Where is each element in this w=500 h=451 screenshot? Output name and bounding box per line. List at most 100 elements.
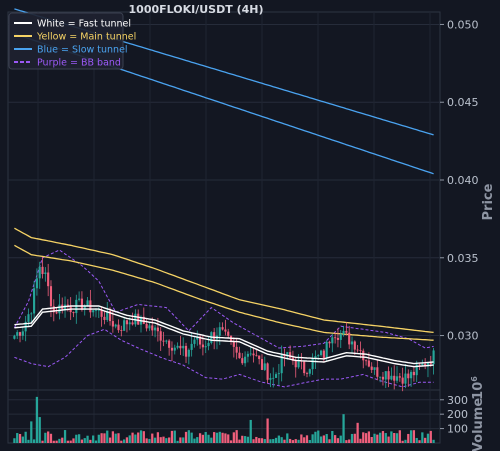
candle-body	[114, 324, 117, 327]
price-tick-label: 0.045	[447, 96, 479, 109]
candle	[154, 325, 157, 338]
candle-body	[384, 371, 387, 380]
candle-body	[92, 310, 95, 313]
volume-bar	[148, 438, 151, 443]
legend-box	[8, 12, 124, 70]
candle-body	[111, 321, 114, 327]
candle-body	[266, 363, 269, 380]
candle-body	[418, 364, 421, 366]
volume-bar	[117, 433, 120, 443]
candle-body	[168, 340, 171, 348]
candle-body	[294, 360, 297, 368]
candle	[339, 329, 342, 348]
candle	[376, 359, 379, 381]
candle-body	[404, 373, 407, 384]
candle	[86, 296, 89, 307]
candle-body	[227, 331, 230, 336]
volume-bar	[317, 430, 320, 443]
candle	[303, 361, 306, 376]
candle-body	[356, 349, 359, 351]
price-tick-label: 0.035	[447, 252, 479, 265]
candle	[221, 322, 224, 331]
candle	[38, 261, 41, 289]
candle-body	[201, 344, 204, 348]
volume-bar	[297, 439, 300, 443]
candle-body	[373, 367, 376, 370]
main-tunnel-lower	[14, 244, 434, 341]
candle	[373, 367, 376, 375]
volume-bar	[49, 433, 53, 443]
price-panel	[7, 11, 441, 391]
volume-tick-label: 100	[447, 423, 468, 436]
candle	[72, 311, 75, 318]
candle-body	[224, 329, 227, 332]
candle-body	[314, 356, 317, 359]
volume-bar	[274, 437, 278, 443]
candle	[381, 371, 385, 386]
volume-bar	[255, 436, 258, 443]
volume-bar	[193, 438, 196, 443]
candle	[277, 364, 280, 385]
candle-body	[359, 350, 362, 351]
volume-bar	[342, 414, 345, 443]
volume-bar	[35, 396, 39, 443]
candle	[359, 341, 362, 359]
candle	[348, 325, 351, 350]
volume-bar	[322, 435, 325, 443]
volume-bar	[286, 433, 289, 443]
candle	[92, 309, 95, 317]
candle	[263, 356, 266, 372]
candle	[342, 325, 345, 337]
candle	[266, 362, 269, 384]
candle	[103, 310, 106, 325]
candle-body	[207, 342, 210, 347]
candle-body	[238, 352, 241, 359]
volume-bar	[238, 439, 241, 443]
candle-body	[199, 336, 202, 345]
volume-bar	[421, 432, 424, 443]
candle-body	[353, 341, 356, 350]
candle-body	[134, 313, 137, 325]
chart-title: 1000FLOKI/USDT (4H)	[129, 3, 264, 16]
legend-label: Yellow = Main tunnel	[36, 32, 136, 43]
candle-body	[176, 345, 179, 348]
volume-bar	[269, 439, 272, 443]
candle	[308, 368, 311, 377]
candle-body	[27, 314, 30, 322]
volume-bar	[258, 438, 261, 443]
volume-bar	[241, 435, 244, 443]
volume-bar	[426, 433, 430, 443]
volume-bar	[63, 430, 67, 443]
candle-body	[120, 330, 123, 331]
volume-bar	[249, 419, 252, 443]
candle	[356, 345, 359, 353]
candle-body	[407, 373, 410, 379]
candle-body	[362, 350, 365, 361]
fast-tunnel	[14, 305, 434, 368]
volume-bar	[291, 440, 295, 443]
candle-body	[432, 350, 435, 365]
candle-body	[305, 373, 309, 374]
candle-body	[367, 360, 370, 367]
candle-body	[328, 341, 331, 344]
candle-body	[148, 325, 151, 329]
candle	[159, 327, 162, 351]
volume-bar	[156, 432, 160, 443]
candle-body	[145, 323, 148, 329]
candle	[224, 319, 227, 336]
candle	[156, 317, 159, 342]
candle	[379, 376, 382, 383]
candle	[353, 340, 356, 356]
candles	[13, 257, 435, 392]
candle-body	[379, 376, 382, 378]
volume-bar	[266, 418, 269, 443]
candle-body	[35, 278, 38, 289]
candle	[404, 364, 407, 389]
volume-bar	[356, 422, 359, 443]
volume-bar	[246, 436, 250, 443]
candle	[117, 319, 120, 333]
volume-bar	[120, 440, 123, 443]
volume-bar	[218, 431, 221, 443]
volume-bar	[350, 433, 354, 443]
candle-body	[370, 366, 373, 370]
